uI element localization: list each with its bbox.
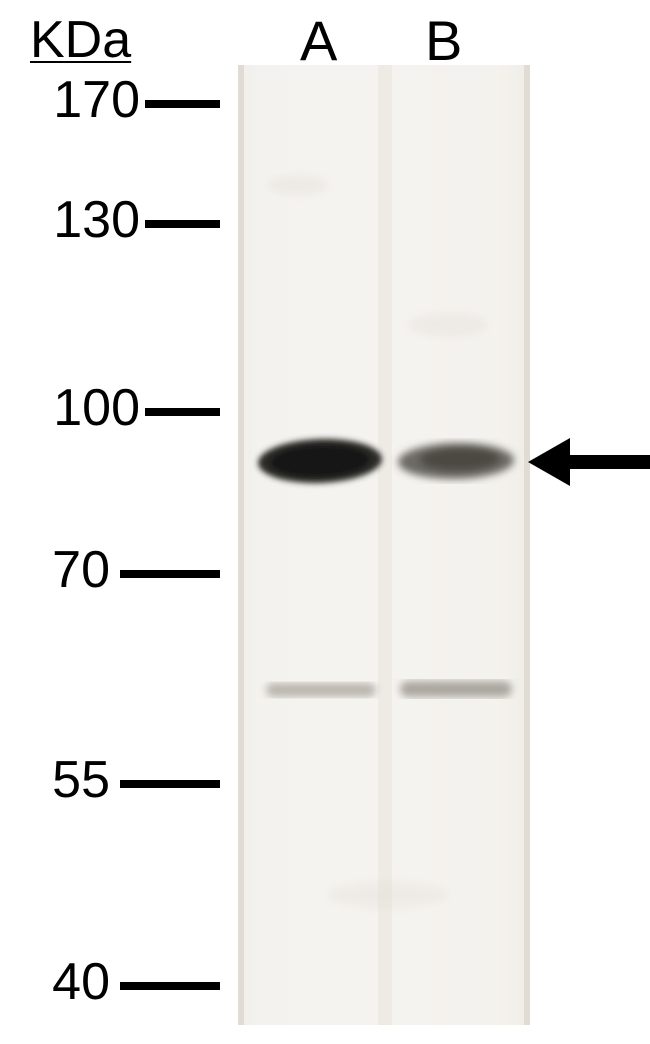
mw-label-40: 40 (30, 952, 110, 1012)
lane-label-a: A (300, 8, 337, 73)
mw-tick-130 (145, 220, 220, 228)
lane-label-b: B (425, 8, 462, 73)
blot-membrane (238, 65, 530, 1025)
mw-label-55: 55 (30, 750, 110, 810)
mw-label-130: 130 (30, 190, 140, 250)
target-arrow-icon (528, 434, 650, 490)
mw-tick-100 (145, 408, 220, 416)
mw-tick-170 (145, 100, 220, 108)
mw-label-70: 70 (30, 540, 110, 600)
unit-label: KDa (30, 10, 131, 70)
mw-tick-40 (120, 982, 220, 990)
western-blot-figure: KDa A B 170 130 100 70 55 40 (0, 0, 650, 1044)
band-laneA-faint (266, 683, 376, 697)
mw-label-100: 100 (30, 378, 140, 438)
band-laneB-faint (400, 681, 512, 697)
mw-tick-70 (120, 570, 220, 578)
mw-tick-55 (120, 780, 220, 788)
mw-label-170: 170 (30, 70, 140, 130)
